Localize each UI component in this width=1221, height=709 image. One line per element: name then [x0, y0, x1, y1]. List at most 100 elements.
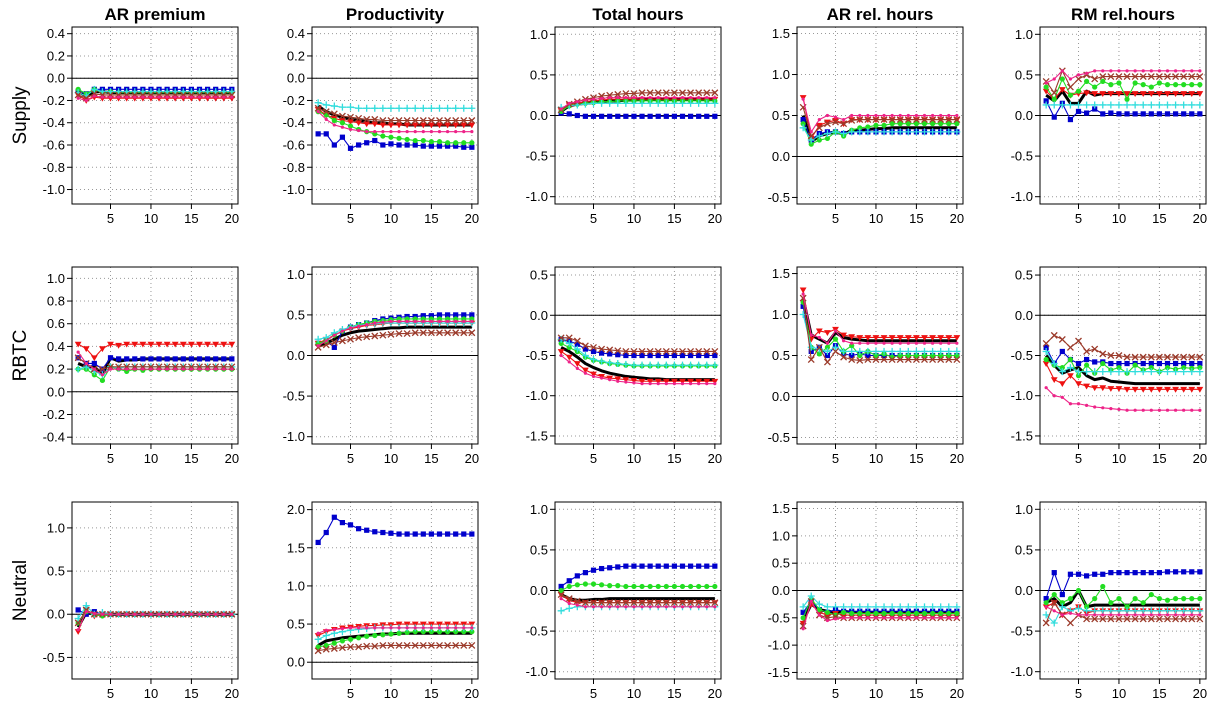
marker: [1189, 360, 1195, 367]
marker: [801, 627, 805, 631]
marker: [1067, 596, 1074, 602]
marker: [444, 312, 451, 318]
marker: [630, 99, 638, 107]
marker: [841, 616, 846, 620]
marker: [444, 140, 451, 146]
x-tick-label: 5: [590, 451, 597, 466]
y-tick-label: -1.0: [43, 182, 65, 197]
marker: [914, 113, 919, 118]
marker: [1196, 607, 1204, 615]
marker: [583, 605, 588, 609]
marker: [825, 341, 830, 345]
y-tick-label: 0.6: [47, 316, 65, 331]
marker: [157, 95, 161, 99]
marker: [1141, 408, 1145, 412]
marker: [809, 130, 813, 134]
marker: [799, 603, 807, 611]
panel: 5 10 15 20 0.4 0.2 0.0 -0.2 -0.4 -0.6 -0.8 -1.0 AR p…: [10, 5, 239, 226]
marker: [1083, 604, 1090, 610]
marker: [356, 324, 361, 328]
marker: [388, 530, 394, 536]
marker: [163, 88, 171, 96]
marker: [436, 641, 443, 649]
marker: [688, 382, 693, 386]
marker: [807, 132, 815, 140]
marker: [330, 102, 338, 110]
series-line: [1045, 387, 1200, 411]
marker: [614, 360, 622, 368]
marker: [655, 113, 661, 119]
marker: [1076, 73, 1081, 77]
marker: [817, 117, 821, 122]
marker: [920, 603, 928, 611]
x-tick-label: 5: [347, 451, 354, 466]
marker: [817, 613, 821, 617]
marker: [1164, 82, 1171, 88]
marker: [654, 599, 662, 607]
marker: [646, 99, 654, 107]
marker: [1123, 353, 1131, 361]
marker: [133, 612, 137, 616]
y-tick-label: 1.0: [1015, 502, 1033, 517]
marker: [823, 358, 831, 366]
marker: [598, 565, 605, 572]
marker: [396, 316, 402, 322]
marker: [905, 121, 911, 127]
marker: [1155, 101, 1163, 109]
marker: [453, 140, 459, 146]
marker: [930, 616, 935, 620]
marker: [622, 360, 630, 368]
marker: [1115, 615, 1123, 623]
y-tick-label: -0.4: [43, 115, 65, 130]
marker: [1139, 73, 1147, 80]
marker: [165, 367, 169, 371]
marker: [1172, 91, 1179, 97]
y-tick-label: 1.0: [530, 27, 548, 42]
marker: [380, 142, 386, 148]
marker: [1123, 386, 1131, 393]
marker: [1099, 607, 1107, 615]
marker: [1131, 353, 1139, 361]
marker: [99, 377, 106, 384]
marker: [1123, 73, 1131, 80]
marker: [697, 382, 701, 386]
marker: [420, 143, 426, 149]
marker: [558, 108, 564, 115]
x-tick-label: 20: [1193, 211, 1207, 226]
marker: [573, 361, 581, 367]
marker: [873, 610, 879, 617]
marker: [188, 341, 195, 348]
marker: [98, 88, 106, 96]
marker: [558, 587, 564, 594]
marker: [462, 626, 466, 630]
marker: [622, 90, 630, 98]
marker: [679, 599, 686, 607]
marker: [696, 563, 702, 569]
marker: [815, 328, 823, 335]
marker: [663, 113, 669, 119]
marker: [939, 341, 943, 345]
marker: [1115, 352, 1123, 359]
marker: [90, 85, 98, 93]
marker: [436, 329, 443, 337]
marker: [1042, 611, 1050, 619]
marker: [1172, 111, 1179, 117]
marker: [348, 326, 353, 330]
marker: [1155, 368, 1163, 376]
marker: [663, 352, 669, 359]
marker: [800, 609, 806, 615]
marker: [557, 334, 565, 342]
marker: [557, 349, 565, 355]
marker: [470, 319, 474, 323]
y-tick-label: -1.5: [526, 428, 548, 443]
marker: [1173, 408, 1178, 412]
y-tick-label: 0.2: [47, 48, 65, 63]
marker: [1197, 82, 1203, 88]
marker: [1139, 607, 1147, 615]
marker: [832, 603, 840, 611]
marker: [623, 113, 629, 119]
marker: [76, 628, 80, 632]
y-tick-label: 1.5: [287, 540, 305, 555]
marker: [1124, 360, 1130, 367]
marker: [468, 641, 476, 649]
